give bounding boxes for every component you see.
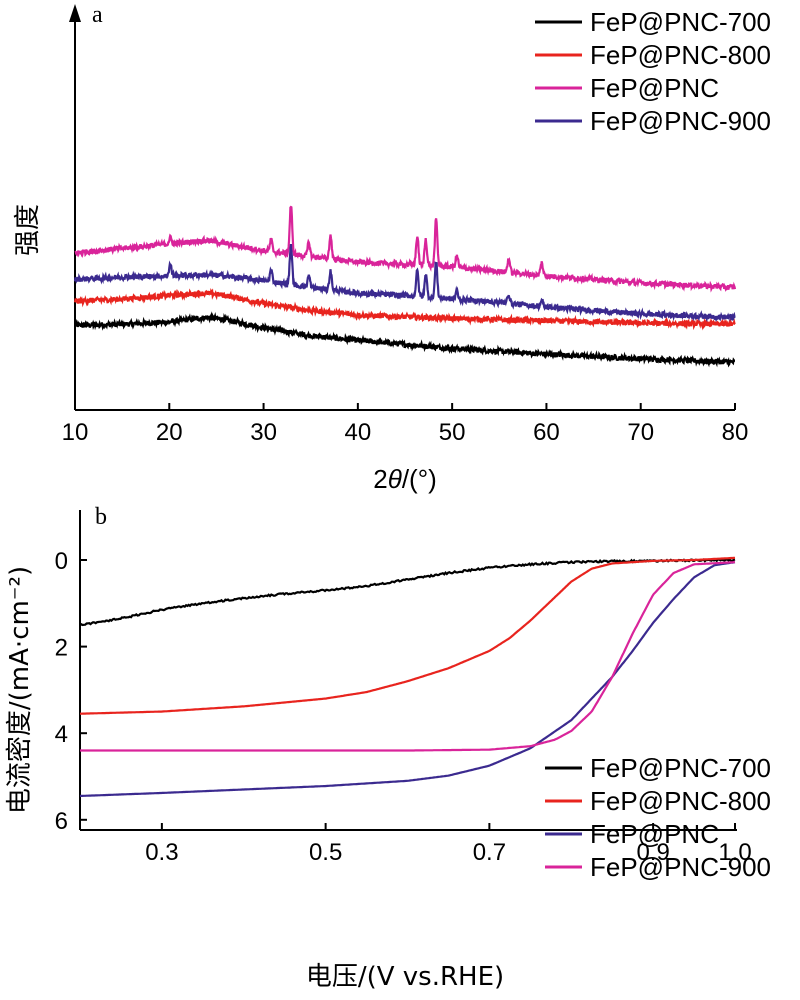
panel-b-x-tick-label: 1.0 [718, 839, 751, 866]
panel-b-legend-label: FeP@PNC [590, 819, 719, 849]
panel-a-x-axis-label: 2θ/(°) [373, 464, 437, 494]
panel-a-legend-label: FeP@PNC-900 [590, 106, 771, 136]
panel-a-x-tick-label: 50 [439, 419, 466, 446]
panel-b-y-tick-label: 2 [55, 635, 68, 662]
panel-b-legend-label: FeP@PNC-900 [590, 852, 771, 882]
panel-b-x-tick-label: 0.5 [309, 839, 342, 866]
panel-a-series-fep-pnc [74, 205, 737, 293]
panel-b-x-tick-label: 0.3 [145, 839, 178, 866]
panel-b-series-fep-pnc-700 [79, 558, 736, 627]
panel-b-x-tick-label: 0.7 [473, 839, 506, 866]
panel-b-label: b [95, 504, 107, 530]
panel-a-series [73, 205, 737, 368]
panel-a-x-tick-label: 80 [722, 419, 749, 446]
panel-b-series-fep-pnc [79, 561, 736, 798]
panel-b-y-axis-label: 电流密度/(mA·cm⁻²) [5, 566, 35, 814]
panel-a-y-axis-arrow [69, 4, 81, 22]
panel-a-x-tick-label: 70 [627, 419, 654, 446]
panel-b-y-tick-label: 0 [55, 548, 68, 575]
panel-a-x-tick-label: 10 [62, 419, 89, 446]
panel-b: b 0.3 0.5 0.7 0.9 1.0 0 2 4 6 电流密度/(mA·cm⁻²) 电压… [5, 504, 771, 992]
panel-b-x-ticks: 0.3 0.5 0.7 0.9 1.0 [145, 823, 752, 866]
panel-b-x-axis-label: 电压/(V vs.RHE) [306, 962, 504, 992]
panel-a-series-fep-pnc-800 [73, 288, 736, 331]
panel-b-legend-label: FeP@PNC-800 [590, 786, 771, 816]
panel-a-y-axis-label: 强度 [13, 204, 43, 256]
panel-b-series-fep-pnc-800 [80, 556, 736, 715]
panel-a-x-tick-label: 30 [250, 419, 277, 446]
panel-a-series-fep-pnc-900 [73, 243, 736, 323]
panel-a-legend-label: FeP@PNC [590, 73, 719, 103]
panel-a-x-ticks: 10 20 30 40 50 60 70 80 [62, 403, 749, 446]
panel-b-legend-label: FeP@PNC-700 [590, 753, 771, 783]
panel-b-y-tick-label: 4 [55, 721, 68, 748]
panel-a-x-tick-label: 40 [345, 419, 372, 446]
panel-a-x-tick-label: 60 [533, 419, 560, 446]
panel-b-y-tick-label: 6 [55, 808, 68, 835]
panel-a: a 10 20 30 40 50 60 70 80 强度 2θ/(°) FeP@PNC-700… [13, 2, 771, 494]
panel-b-series [79, 556, 736, 798]
panel-b-y-ticks: 0 2 4 6 [55, 548, 87, 835]
panel-a-legend-label: FeP@PNC-700 [590, 7, 771, 37]
panel-a-label: a [92, 2, 103, 28]
panel-a-series-fep-pnc-700 [73, 311, 735, 368]
panel-a-x-tick-label: 20 [156, 419, 183, 446]
panel-b-x-tick-label: 0.9 [636, 839, 669, 866]
panel-a-legend-label: FeP@PNC-800 [590, 40, 771, 70]
panel-b-series-fep-pnc-900 [80, 561, 735, 752]
